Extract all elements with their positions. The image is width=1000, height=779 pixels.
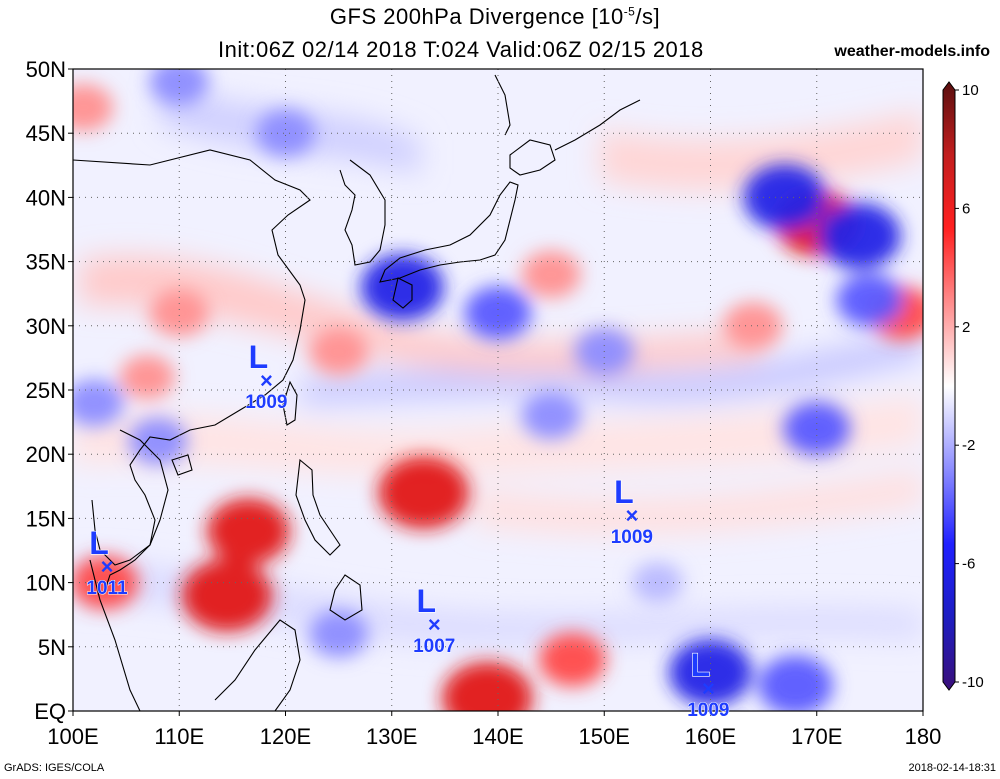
mindanao-coast: [329, 574, 363, 621]
colorbar-label: -6: [962, 556, 975, 573]
colorbar-label: 10: [962, 82, 979, 99]
hainan-coast: [171, 454, 193, 476]
lon-tick-label: 120E: [260, 724, 311, 749]
divergence-cell: [836, 273, 904, 327]
low-pressure-value: 1009: [687, 700, 729, 721]
lat-tick-label: EQ: [34, 699, 66, 724]
divergence-cell: [119, 355, 175, 400]
lon-tick-label: 150E: [579, 724, 630, 749]
divergence-cell: [521, 392, 581, 440]
low-pressure-symbol: L: [416, 583, 436, 619]
hokkaido-coast: [509, 139, 556, 176]
low-pressure-center: ×: [625, 503, 638, 528]
divergence-cell: [723, 302, 783, 350]
low-pressure-value: 1009: [611, 527, 653, 548]
divergence-cell: [758, 655, 833, 711]
divergence-cell: [521, 250, 581, 299]
borneo-coast: [214, 619, 301, 711]
footer-timestamp: 2018-02-14-18:31: [908, 762, 996, 774]
divergence-cell: [256, 109, 315, 157]
low-pressure-symbol: L: [89, 525, 109, 561]
low-pressure-symbol: L: [614, 474, 634, 510]
korea-coast: [339, 159, 386, 266]
divergence-cell: [360, 254, 444, 321]
colorbar-label: -2: [962, 437, 975, 454]
colorbar-label: -10: [962, 674, 984, 691]
divergence-cell: [817, 202, 901, 270]
vietnam-coast: [91, 429, 169, 566]
divergence-cell: [73, 379, 124, 427]
chart-title: GFS 200hPa Divergence [10-5/s]: [329, 4, 661, 29]
colorbar-label: 6: [962, 200, 970, 217]
taiwan-coast: [282, 380, 298, 426]
divergence-cell: [783, 401, 851, 456]
divergence-cell: [631, 562, 683, 603]
divergence-cell: [378, 456, 470, 530]
low-pressure-value: 1009: [245, 392, 287, 413]
low-pressure-marker: L×1009: [610, 473, 653, 548]
lat-tick-label: 50N: [26, 57, 66, 82]
luzon-coast: [295, 458, 341, 556]
low-pressure-center: ×: [101, 554, 114, 579]
footer-grads-credit: GrADS: IGES/COLA: [4, 762, 105, 774]
malay-peninsula: [89, 559, 141, 711]
divergence-cell: [73, 83, 114, 132]
lat-tick-label: 30N: [26, 314, 66, 339]
low-pressure-symbol: L: [691, 647, 711, 683]
sakhalin-coast: [494, 74, 511, 136]
low-pressure-center: ×: [702, 676, 715, 701]
lat-tick-label: 40N: [26, 185, 66, 210]
china-coast: [73, 149, 311, 591]
divergence-cell: [441, 661, 533, 711]
chart-subtitle: Init:06Z 02/14 2018 T:024 Valid:06Z 02/1…: [218, 37, 704, 62]
kamchatka-kurils: [554, 99, 641, 151]
divergence-cell: [128, 417, 188, 465]
divergence-cell: [309, 610, 369, 658]
divergence-cell: [206, 498, 290, 565]
lon-tick-label: 110E: [154, 724, 204, 749]
divergence-cell: [538, 632, 606, 687]
divergence-blobs: [73, 69, 923, 711]
divergence-cell: [309, 327, 369, 376]
low-pressure-marker: L×1009: [245, 338, 288, 413]
gridlines: [73, 69, 923, 711]
low-pressure-marker: L×1007: [413, 582, 456, 657]
lat-tick-label: 35N: [26, 250, 66, 275]
colorbar: 10 6 2 -2 -6 -10: [942, 81, 984, 691]
lon-tick-label: 130E: [366, 724, 417, 749]
lat-tick-label: 45N: [26, 121, 66, 146]
divergence-cell: [181, 559, 273, 632]
colorbar-label: 2: [962, 319, 970, 336]
low-pressure-marker: L×1009: [687, 647, 730, 722]
japan-kyushu: [392, 277, 413, 309]
lon-tick-label: 140E: [472, 724, 523, 749]
lon-tick-label: 100E: [47, 724, 98, 749]
divergence-cell: [464, 286, 532, 340]
lon-tick-label: 180: [905, 724, 942, 749]
lat-tick-label: 20N: [26, 442, 66, 467]
divergence-cell: [743, 164, 827, 231]
lon-tick-label: 170E: [791, 724, 842, 749]
low-pressure-center: ×: [428, 612, 441, 637]
colorbar-bar: [942, 81, 956, 691]
low-pressure-value: 1011: [86, 578, 128, 599]
lat-tick-label: 5N: [38, 635, 66, 660]
low-pressure-value: 1007: [413, 636, 455, 657]
divergence-cell: [669, 639, 752, 706]
lat-tick-label: 25N: [26, 378, 66, 403]
site-credit: weather-models.info: [834, 43, 990, 60]
lat-tick-label: 10N: [26, 571, 66, 596]
divergence-cell: [149, 289, 209, 337]
japan-honshu: [379, 181, 519, 283]
low-pressure-symbol: L: [249, 339, 269, 375]
lon-tick-label: 160E: [685, 724, 736, 749]
low-pressure-marker: L×1011: [86, 525, 129, 600]
lat-tick-label: 15N: [26, 506, 66, 531]
low-pressure-center: ×: [260, 368, 273, 393]
coastlines: [73, 74, 641, 711]
